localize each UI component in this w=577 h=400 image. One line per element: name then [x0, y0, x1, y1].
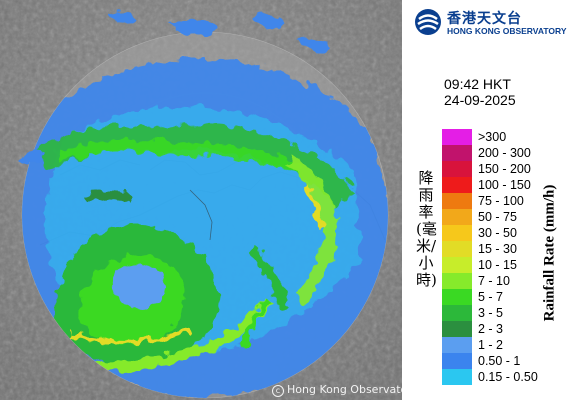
legend-item: 10 - 15: [442, 257, 567, 273]
legend-item: 3 - 5: [442, 305, 567, 321]
axis-label-chinese: 降雨率(毫米/小時): [416, 169, 437, 289]
legend-item: 0.15 - 0.50: [442, 369, 567, 385]
legend-label: >300: [478, 130, 507, 144]
legend-swatch: [442, 305, 472, 321]
legend-label: 0.50 - 1: [478, 354, 521, 368]
legend-item: 0.50 - 1: [442, 353, 567, 369]
info-panel: 香港天文台 HONG KONG OBSERVATORY 09:42 HKT 24…: [402, 0, 577, 400]
logo-chinese-text: 香港天文台: [447, 11, 522, 27]
legend-swatch: [442, 193, 472, 209]
legend-swatch: [442, 145, 472, 161]
legend-item: 2 - 3: [442, 321, 567, 337]
legend-label: 1 - 2: [478, 338, 504, 352]
legend-swatch: [442, 241, 472, 257]
legend-label: 5 - 7: [478, 290, 504, 304]
rainfall-legend: >300 200 - 300 150 - 200 100 - 150 75 - 100 5…: [442, 129, 567, 385]
legend-label: 15 - 30: [478, 242, 517, 256]
hko-logo-icon: [415, 9, 441, 35]
legend-item: 30 - 50: [442, 225, 567, 241]
legend-swatch: [442, 369, 472, 385]
rain-echoes: [22, 58, 388, 398]
legend-item: 5 - 7: [442, 289, 567, 305]
legend-item: 75 - 100: [442, 193, 567, 209]
legend-swatch: [442, 257, 472, 273]
legend-swatch: [442, 337, 472, 353]
legend-item: 15 - 30: [442, 241, 567, 257]
legend-label: 0.15 - 0.50: [478, 370, 538, 384]
legend-swatch: [442, 273, 472, 289]
legend-swatch: [442, 129, 472, 145]
legend-item: 7 - 10: [442, 273, 567, 289]
legend-item: 200 - 300: [442, 145, 567, 161]
legend-label: 50 - 75: [478, 210, 517, 224]
legend-label: 10 - 15: [478, 258, 517, 272]
legend-label: 150 - 200: [478, 162, 531, 176]
legend-item: 50 - 75: [442, 209, 567, 225]
time-label: 09:42 HKT: [444, 76, 511, 92]
legend-swatch: [442, 321, 472, 337]
legend-label: 7 - 10: [478, 274, 510, 288]
hko-logo: 香港天文台 HONG KONG OBSERVATORY: [414, 8, 574, 38]
logo-english-text: HONG KONG OBSERVATORY: [447, 26, 567, 36]
legend-swatch: [442, 225, 472, 241]
legend-label: 30 - 50: [478, 226, 517, 240]
radar-map: [0, 0, 402, 400]
legend-item: 1 - 2: [442, 337, 567, 353]
legend-swatch: [442, 289, 472, 305]
legend-swatch: [442, 209, 472, 225]
legend-label: 200 - 300: [478, 146, 531, 160]
legend-swatch: [442, 177, 472, 193]
date-label: 24-09-2025: [444, 92, 516, 108]
legend-swatch: [442, 353, 472, 369]
legend-item: >300: [442, 129, 567, 145]
legend-item: 150 - 200: [442, 161, 567, 177]
legend-label: 100 - 150: [478, 178, 531, 192]
legend-label: 3 - 5: [478, 306, 504, 320]
legend-label: 2 - 3: [478, 322, 504, 336]
legend-swatch: [442, 161, 472, 177]
outer-rain-cells: [20, 11, 330, 166]
axis-label-english: Rainfall Rate (mm/h): [541, 184, 558, 322]
legend-label: 75 - 100: [478, 194, 524, 208]
copyright-text: c Hong Kong Observatory: [272, 383, 418, 397]
legend-item: 100 - 150: [442, 177, 567, 193]
land-boundary: [189, 189, 213, 241]
